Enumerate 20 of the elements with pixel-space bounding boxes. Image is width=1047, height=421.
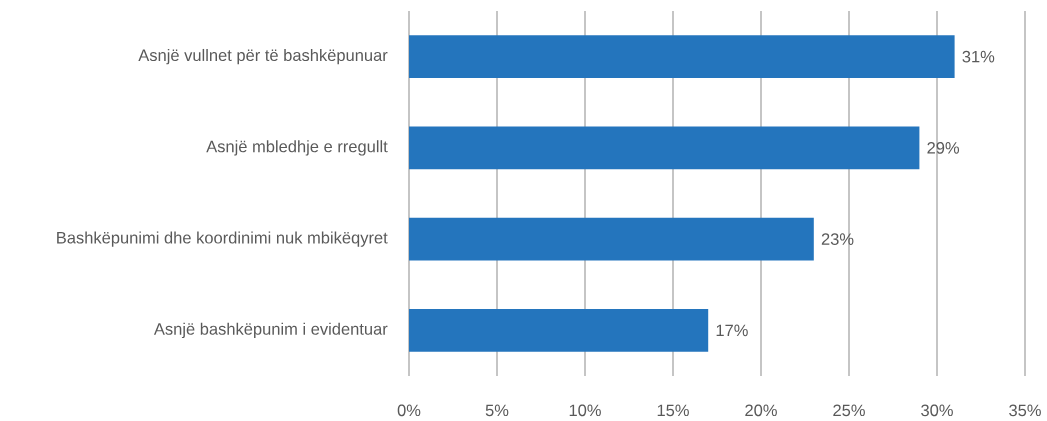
data-label: 31% [962, 50, 995, 63]
x-tick-label: 5% [485, 404, 509, 417]
x-tick-label: 30% [921, 404, 953, 417]
x-tick-label: 0% [397, 404, 421, 417]
y-tick-label: Bashkëpunimi dhe koordinimi nuk mbikëqyret [57, 231, 388, 247]
data-label: 29% [927, 142, 960, 154]
x-tick-label: 15% [657, 404, 689, 417]
y-tick-label: Asnjë bashkëpunim i evidentuar [153, 322, 388, 339]
bar [409, 217, 814, 261]
x-tick-label: 35% [1009, 404, 1041, 417]
y-tick-label: Asnjë vullnet për të bashkëpunuar [138, 48, 388, 65]
bar [409, 126, 920, 170]
data-label: 23% [821, 233, 854, 245]
x-tick-label: 10% [569, 404, 601, 417]
bar [409, 35, 955, 79]
data-label: 17% [716, 324, 748, 337]
y-tick-label: Asnjë mbledhje e rregullt [206, 140, 388, 156]
x-tick-label: 20% [745, 404, 777, 417]
x-tick-label: 25% [833, 404, 865, 417]
bar [409, 308, 709, 352]
